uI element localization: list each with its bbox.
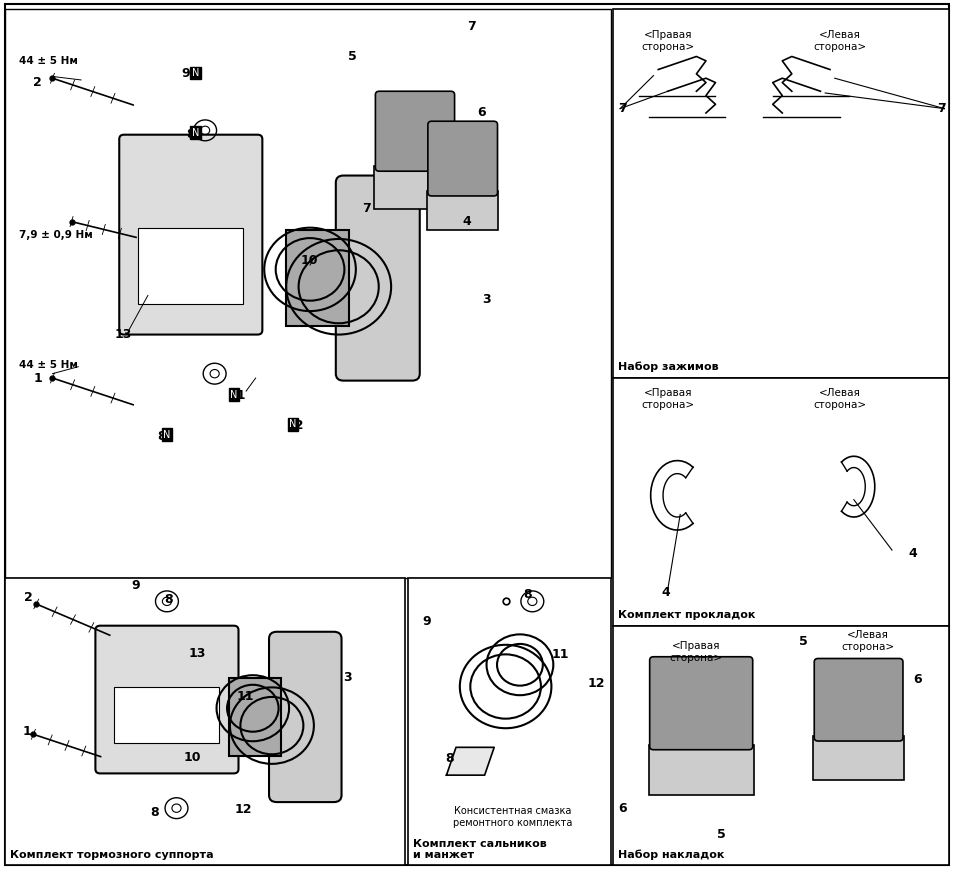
Bar [229, 678, 281, 756]
Text: 4: 4 [907, 547, 916, 560]
Bar [138, 228, 243, 304]
Text: 3: 3 [481, 294, 490, 306]
Text: 2: 2 [33, 76, 42, 89]
Text: 2: 2 [24, 592, 32, 604]
Text: 12: 12 [587, 678, 604, 690]
Text: 7: 7 [467, 20, 476, 32]
Text: <Левая
сторона>: <Левая сторона> [841, 630, 894, 652]
FancyBboxPatch shape [427, 121, 497, 196]
Text: 6: 6 [912, 673, 921, 686]
Bar [114, 687, 219, 743]
Bar [374, 166, 456, 209]
Text: 10: 10 [300, 255, 317, 267]
Text: <Правая
сторона>: <Правая сторона> [669, 641, 722, 663]
Text: 44 ± 5 Нм: 44 ± 5 Нм [19, 360, 78, 370]
Text: N: N [230, 389, 237, 400]
Text: 4: 4 [462, 216, 471, 228]
Text: 7: 7 [937, 103, 945, 115]
Text: 12: 12 [286, 420, 303, 432]
FancyBboxPatch shape [335, 176, 419, 381]
Text: 6: 6 [476, 107, 485, 119]
Bar [286, 230, 349, 326]
Text: 1: 1 [23, 726, 31, 738]
Text: 7: 7 [362, 202, 371, 215]
Text: 13: 13 [114, 328, 132, 341]
Bar [5, 578, 405, 865]
Text: 44 ± 5 Нм: 44 ± 5 Нм [19, 56, 78, 66]
Bar [613, 9, 948, 378]
FancyBboxPatch shape [649, 657, 752, 750]
Text: 6: 6 [618, 802, 626, 814]
Text: Набор накладок: Набор накладок [618, 850, 724, 860]
Text: <Правая
сторона>: <Правая сторона> [640, 30, 694, 52]
Text: 12: 12 [234, 804, 252, 816]
Text: 8: 8 [522, 588, 531, 600]
Text: Комплект тормозного суппорта: Комплект тормозного суппорта [10, 850, 213, 860]
Text: N: N [163, 429, 171, 440]
Text: 8: 8 [150, 806, 158, 819]
Text: N: N [192, 68, 199, 78]
Text: <Левая
сторона>: <Левая сторона> [812, 30, 865, 52]
Bar [613, 378, 948, 626]
FancyBboxPatch shape [95, 626, 238, 773]
Text: 9: 9 [422, 615, 431, 627]
Text: 10: 10 [183, 752, 200, 764]
Text: 5: 5 [717, 828, 725, 840]
Text: 11: 11 [236, 691, 253, 703]
Text: N: N [192, 128, 199, 138]
Text: 9: 9 [132, 580, 140, 592]
Text: 8: 8 [164, 594, 172, 606]
Bar [648, 745, 753, 794]
Text: 3: 3 [343, 672, 352, 684]
Text: 11: 11 [229, 389, 246, 401]
Text: Комплект сальников
и манжет: Комплект сальников и манжет [413, 839, 546, 860]
Text: 5: 5 [799, 635, 807, 647]
Bar [812, 736, 903, 780]
Text: Комплект прокладок: Комплект прокладок [618, 609, 755, 620]
Bar [5, 9, 610, 578]
Text: 1: 1 [33, 372, 42, 384]
Text: 11: 11 [551, 648, 568, 660]
Bar [408, 578, 610, 865]
Text: N: N [289, 419, 296, 429]
Text: 7,9 ± 0,9 Нм: 7,9 ± 0,9 Нм [19, 229, 92, 240]
Text: Набор зажимов: Набор зажимов [618, 362, 718, 372]
FancyBboxPatch shape [269, 632, 341, 802]
Bar [427, 191, 497, 230]
Text: Консистентная смазка
ремонтного комплекта: Консистентная смазка ремонтного комплект… [452, 806, 572, 828]
Text: 5: 5 [348, 50, 356, 63]
FancyBboxPatch shape [813, 659, 902, 741]
Text: 8: 8 [445, 753, 454, 765]
Polygon shape [446, 747, 494, 775]
Text: 9: 9 [181, 68, 190, 80]
FancyBboxPatch shape [375, 91, 454, 171]
Text: 8: 8 [186, 129, 194, 141]
Text: 7: 7 [618, 103, 626, 115]
Text: <Правая
сторона>: <Правая сторона> [640, 388, 694, 410]
Text: <Левая
сторона>: <Левая сторона> [812, 388, 865, 410]
Text: 8: 8 [157, 430, 166, 442]
Text: 13: 13 [189, 647, 206, 660]
FancyBboxPatch shape [119, 135, 262, 335]
Bar [613, 626, 948, 865]
Text: 4: 4 [660, 587, 670, 599]
